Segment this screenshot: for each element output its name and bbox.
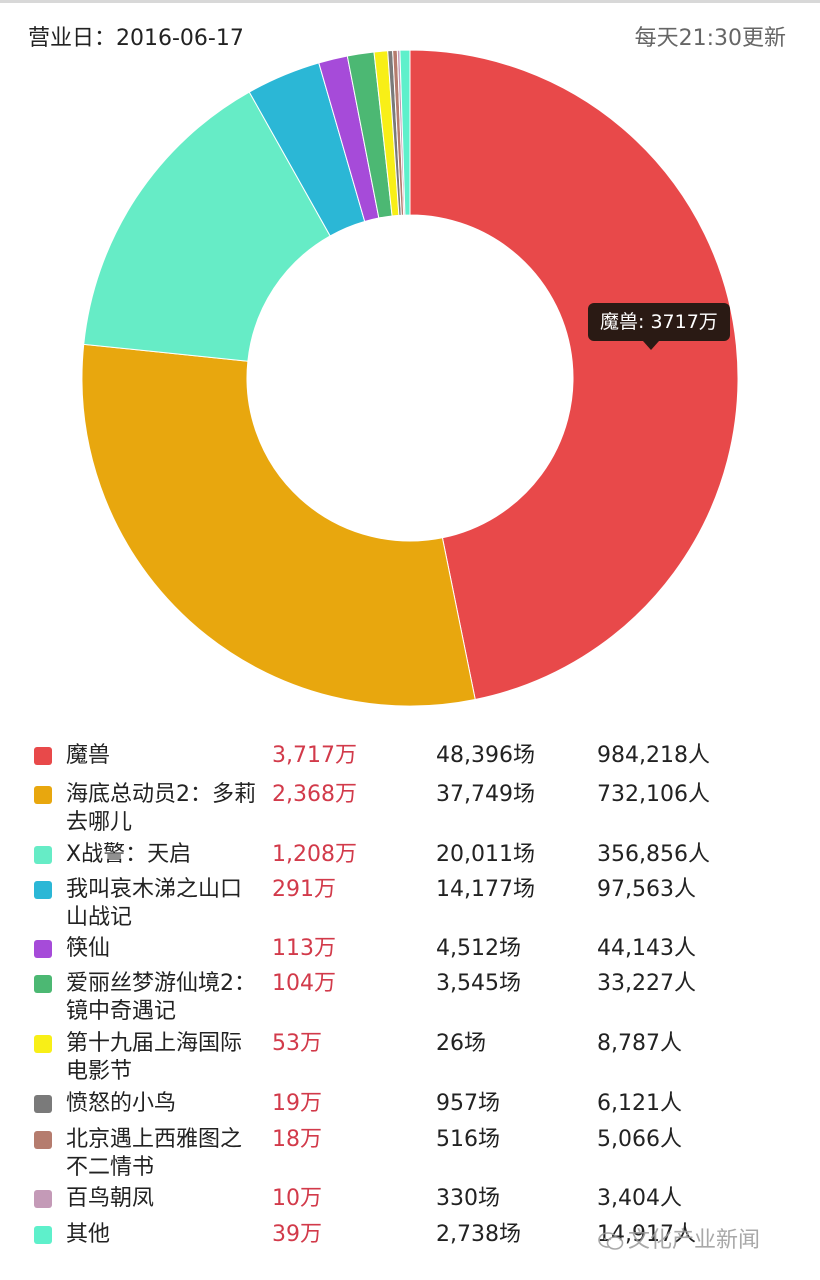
legend-swatch [34, 881, 52, 899]
legend-people: 44,143人 [597, 936, 696, 961]
legend-name: 海底总动员2：多莉去哪儿 [66, 782, 256, 835]
header: 营业日：2016-06-17 每天21:30更新 [0, 0, 820, 70]
legend-shows: 26场 [436, 1031, 486, 1056]
business-date: 营业日：2016-06-17 [28, 26, 244, 51]
legend-swatch [34, 786, 52, 804]
legend-people: 6,121人 [597, 1091, 682, 1116]
legend-name: 第十九届上海国际电影节 [66, 1031, 243, 1084]
legend-name: 筷仙 [66, 936, 111, 961]
legend-gross: 39万 [272, 1222, 322, 1247]
legend-swatch [34, 1190, 52, 1208]
legend-shows: 957场 [436, 1091, 500, 1116]
legend-swatch [34, 1095, 52, 1113]
legend-people: 732,106人 [597, 782, 710, 807]
legend-gross: 2,368万 [272, 782, 357, 807]
legend-shows: 20,011场 [436, 842, 535, 867]
legend-people: 8,787人 [597, 1031, 682, 1056]
legend-gross: 19万 [272, 1091, 322, 1116]
legend-name: 其他 [66, 1222, 111, 1247]
legend-people: 33,227人 [597, 971, 696, 996]
legend-name: 魔兽 [66, 743, 111, 768]
legend-gross: 291万 [272, 877, 336, 902]
legend-shows: 14,177场 [436, 877, 535, 902]
legend-people: 3,404人 [597, 1186, 682, 1211]
top-border [0, 0, 820, 3]
legend-shows: 2,738场 [436, 1222, 521, 1247]
legend-shows: 48,396场 [436, 743, 535, 768]
legend-people: 984,218人 [597, 743, 710, 768]
legend-shows: 3,545场 [436, 971, 521, 996]
legend-name: 百鸟朝凤 [66, 1186, 155, 1211]
legend-shows: 4,512场 [436, 936, 521, 961]
legend-people: 97,563人 [597, 877, 696, 902]
pie-slice-0[interactable] [409, 49, 739, 701]
legend-swatch [34, 1035, 52, 1053]
pie-slice-10[interactable] [399, 49, 411, 216]
legend-gross: 104万 [272, 971, 336, 996]
watermark-text: 文化产业新闻 [628, 1228, 761, 1253]
legend-gross: 3,717万 [272, 743, 357, 768]
legend-people: 356,856人 [597, 842, 710, 867]
legend-swatch [34, 747, 52, 765]
chart-tooltip: 魔兽: 3717万 [588, 303, 730, 341]
legend-gross: 10万 [272, 1186, 322, 1211]
legend-name: 北京遇上西雅图之不二情书 [66, 1127, 243, 1180]
legend-shows: 516场 [436, 1127, 500, 1152]
legend-gross: 113万 [272, 936, 336, 961]
legend-swatch [34, 1226, 52, 1244]
pie-slice-2[interactable] [83, 91, 331, 362]
legend-name: X战警：天启 [66, 842, 192, 867]
legend-gross: 53万 [272, 1031, 322, 1056]
legend-name: 爱丽丝梦游仙境2：镜中奇遇记 [66, 971, 256, 1024]
legend-swatch [34, 846, 52, 864]
legend-name: 我叫哀木涕之山口山战记 [66, 877, 243, 930]
legend-swatch [34, 1131, 52, 1149]
tooltip-arrow [643, 341, 659, 350]
update-note: 每天21:30更新 [634, 26, 786, 51]
legend-name: 愤怒的小鸟 [66, 1091, 177, 1116]
legend-gross: 18万 [272, 1127, 322, 1152]
legend-gross: 1,208万 [272, 842, 357, 867]
legend-shows: 37,749场 [436, 782, 535, 807]
donut-chart [81, 49, 739, 707]
legend-swatch [34, 940, 52, 958]
legend-people: 5,066人 [597, 1127, 682, 1152]
legend-shows: 330场 [436, 1186, 500, 1211]
pie-slice-1[interactable] [81, 343, 476, 707]
watermark: 文化产业新闻 [598, 1222, 760, 1254]
wechat-icon [598, 1232, 624, 1250]
legend-swatch [34, 975, 52, 993]
